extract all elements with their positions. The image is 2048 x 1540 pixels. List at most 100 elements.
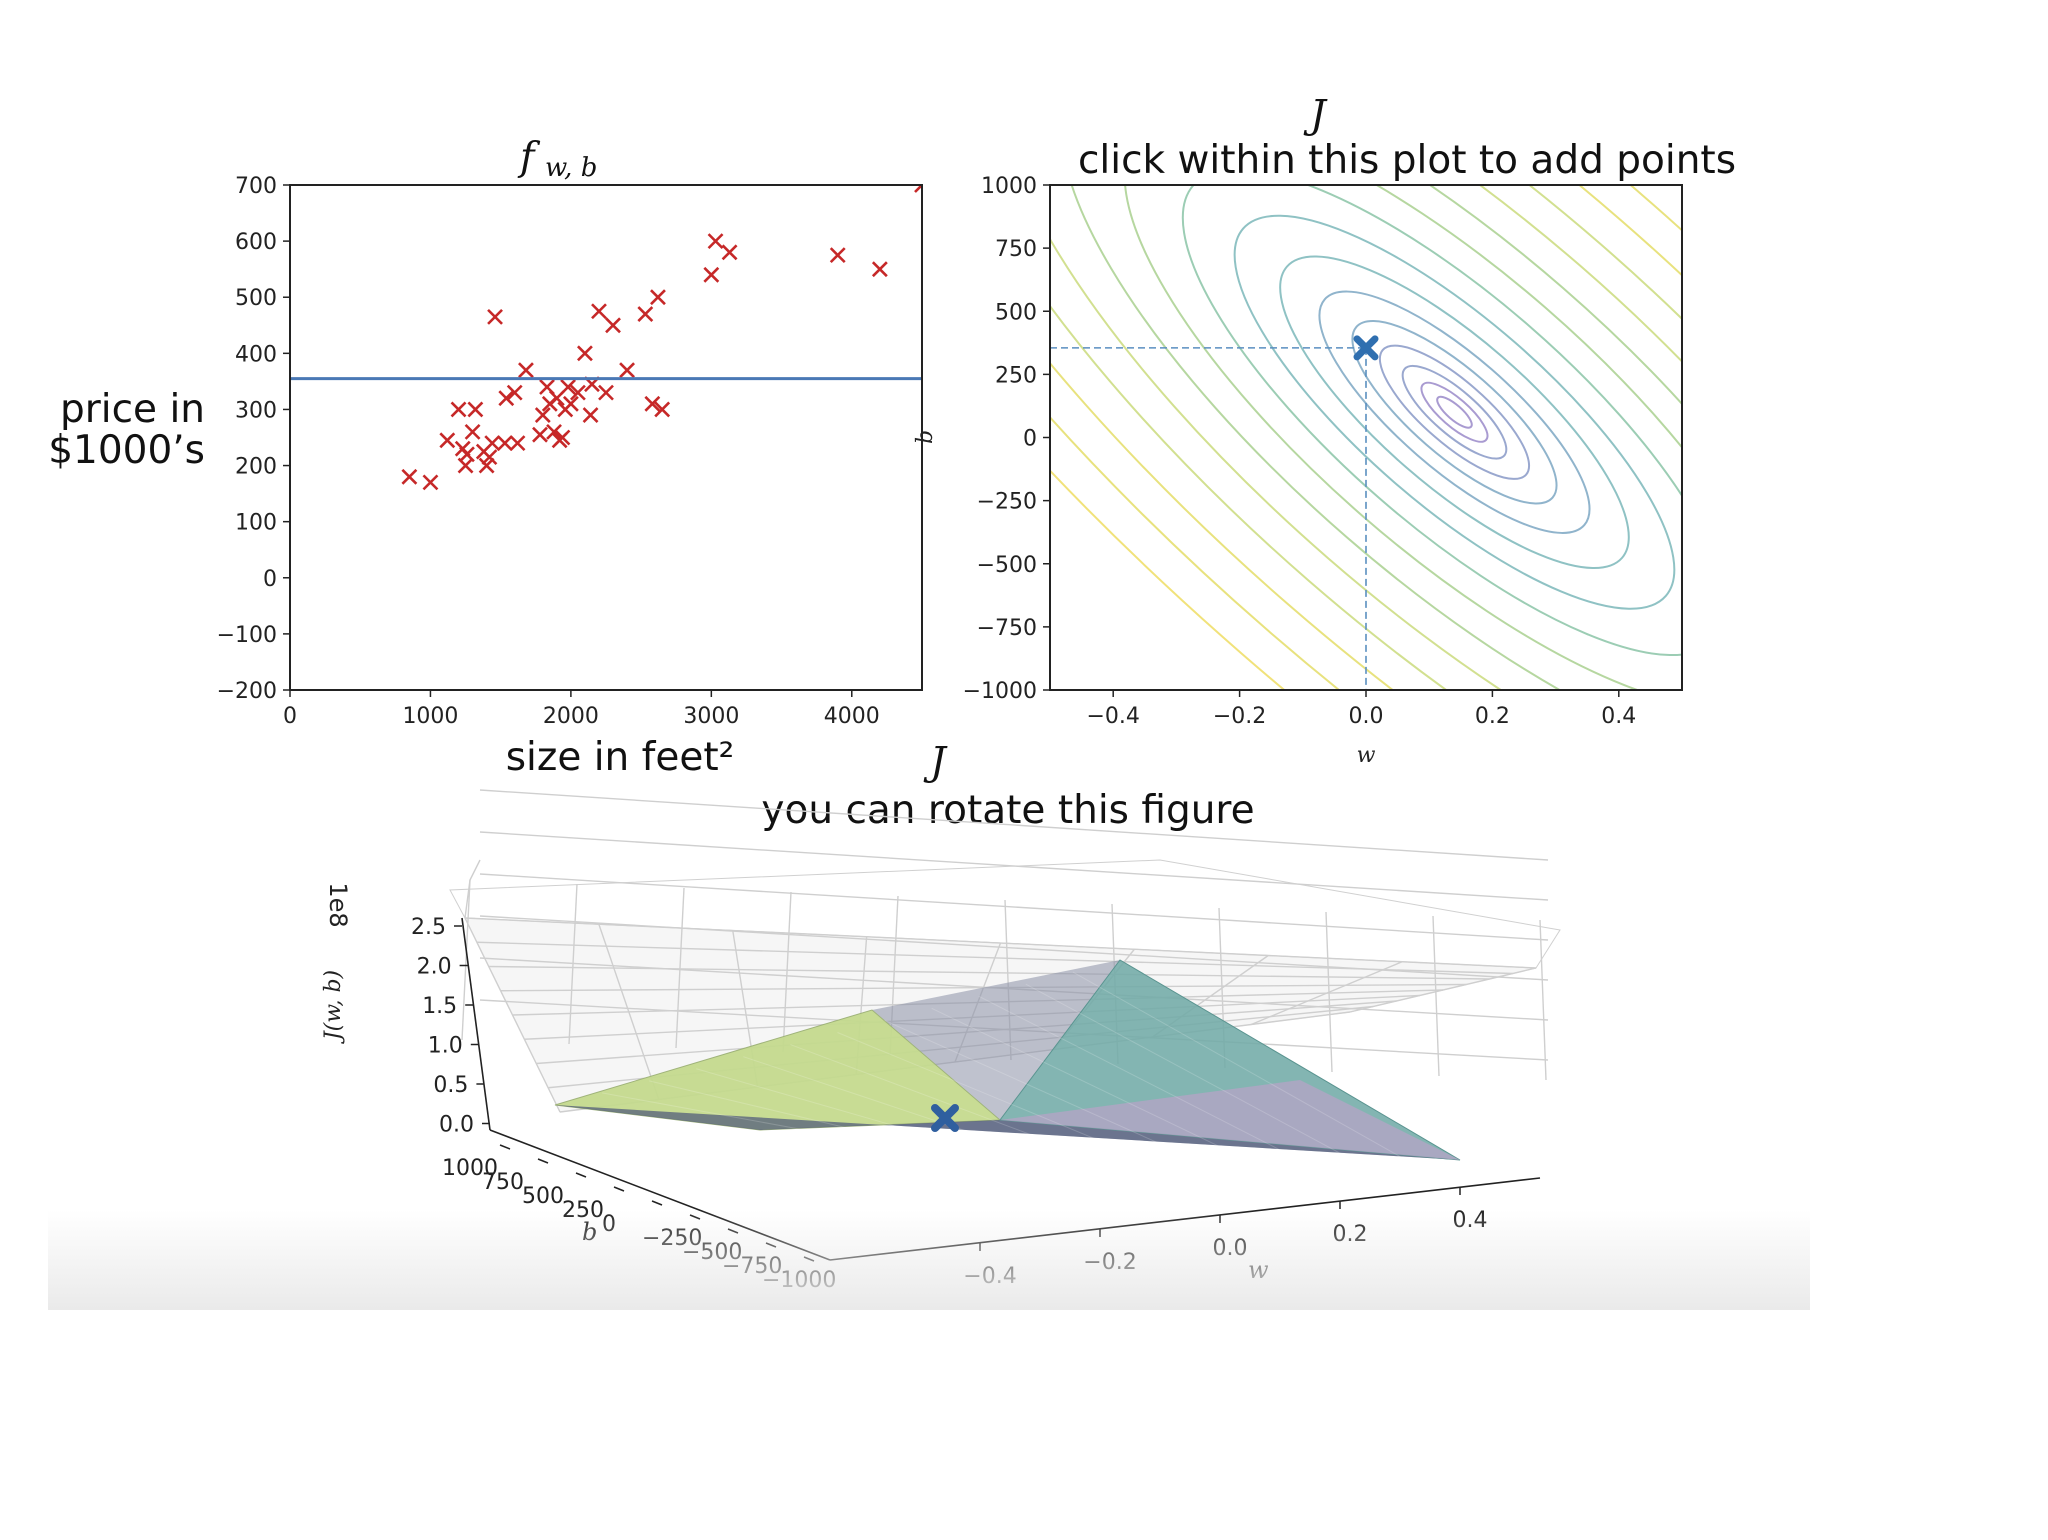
- y-tick-label: −200: [217, 679, 277, 704]
- scatter-point: [481, 449, 498, 466]
- contour-xlabel: w: [1357, 743, 1376, 768]
- scatter-point: [439, 432, 456, 449]
- mesh-line: [978, 995, 1286, 1153]
- y-tick-label: 300: [235, 398, 277, 423]
- wall-grid-line: [1432, 915, 1440, 1077]
- y-tick-label: 600: [235, 230, 277, 255]
- mesh-line: [1025, 983, 1344, 1156]
- contour-level: [1050, 185, 1682, 690]
- x-tick-label: −0.4: [1086, 704, 1139, 729]
- x-tick-label: 0: [283, 704, 297, 729]
- y-tick-label: 200: [235, 455, 277, 480]
- scatter-point: [496, 435, 513, 452]
- scatter-point: [721, 244, 738, 261]
- z-axis: [461, 917, 491, 1131]
- z-tick-label: 0.5: [433, 1073, 468, 1098]
- scatter-point: [487, 308, 503, 325]
- scatter-chart[interactable]: f w, b price in $1000’s size in feet² 0 1…: [48, 135, 929, 780]
- scatter-point: [829, 247, 846, 264]
- scatter-point: [478, 457, 495, 474]
- mesh-line: [696, 1068, 936, 1138]
- scatter-point: [467, 401, 484, 418]
- y-tick-label: 0: [263, 567, 277, 592]
- scatter-point: [506, 384, 523, 401]
- scatter-point: [707, 233, 724, 250]
- scatter-frame: [289, 184, 923, 691]
- contour-level: [1050, 185, 1682, 690]
- scatter-point: [644, 395, 661, 412]
- b-tick-label: 1000: [442, 1156, 498, 1181]
- scatter-point: [546, 423, 562, 440]
- y-tick-label: −1000: [963, 679, 1037, 704]
- mesh-line: [884, 1019, 1169, 1148]
- scatter-point: [534, 407, 551, 423]
- scatter-point: [401, 468, 418, 485]
- y-tick-label: 0: [1023, 427, 1037, 452]
- surface-marker: [931, 1104, 959, 1132]
- scatter-point: [605, 317, 621, 334]
- mesh-line: [790, 1044, 1052, 1143]
- contour-level: [1318, 290, 1591, 534]
- y-tick-label: 1000: [981, 174, 1037, 199]
- x-tick-label: −0.2: [1213, 704, 1266, 729]
- contour-title: click within this plot to add points: [1078, 138, 1736, 183]
- contour-title-top: J: [1303, 93, 1328, 138]
- scatter-point: [518, 362, 534, 379]
- x-tick-label: 0.4: [1601, 704, 1636, 729]
- mesh-line: [837, 1032, 1111, 1146]
- x-tick-label: 3000: [683, 704, 739, 729]
- surface-face: [1000, 1080, 1460, 1160]
- scatter-point: [562, 395, 579, 412]
- contour-level: [1050, 185, 1682, 690]
- y-tick-label: 750: [995, 237, 1037, 262]
- y-tick-label: 100: [235, 511, 277, 536]
- mesh-line: [601, 1092, 819, 1133]
- scatter-point: [598, 384, 614, 401]
- contour-level: [1401, 364, 1508, 460]
- b-tick-label: 500: [522, 1184, 564, 1209]
- b-tick: [613, 1186, 625, 1192]
- contour-level: [1351, 320, 1558, 505]
- z-grid-line: [479, 789, 1549, 861]
- contour-ylabel: b: [913, 430, 938, 444]
- y-tick-label: −500: [977, 553, 1037, 578]
- scatter-title-subscript: w, b: [545, 153, 597, 183]
- scatter-point: [703, 266, 720, 283]
- z-grid-line: [479, 831, 1549, 901]
- z-tick-label: 0.0: [439, 1113, 474, 1138]
- z-tick-label: 1.0: [428, 1034, 463, 1059]
- surface-chart[interactable]: J you can rotate this figure 2.5 2.0 1.5 1.…: [321, 740, 1561, 1293]
- floor-grid-line: [476, 941, 1513, 975]
- y-tick-label: −100: [217, 623, 277, 648]
- scatter-xlabel: size in feet²: [506, 735, 735, 780]
- scatter-point: [554, 429, 571, 446]
- scatter-ylabel-line1: price in: [60, 387, 205, 432]
- scatter-point: [450, 401, 467, 418]
- scatter-point: [591, 303, 607, 320]
- scatter-point: [871, 261, 888, 278]
- contour-marker: [1353, 335, 1379, 361]
- contour-level: [1050, 185, 1682, 690]
- scatter-point: [619, 362, 635, 379]
- wall-grid-line: [782, 891, 792, 1053]
- mesh-line: [1072, 971, 1402, 1158]
- surface-title-top: J: [923, 740, 948, 785]
- contour-level: [1378, 344, 1531, 480]
- surface-zscale: 1e8: [324, 882, 352, 927]
- contour-chart[interactable]: J click within this plot to add points −…: [508, 0, 2048, 1295]
- scatter-point: [582, 407, 599, 423]
- y-tick-label: 500: [995, 300, 1037, 325]
- scatter-point: [509, 435, 526, 452]
- x-tick-label: 2000: [543, 704, 599, 729]
- mesh-line: [649, 1080, 877, 1136]
- b-tick-label: 750: [482, 1170, 524, 1195]
- contour-level: [1050, 185, 1682, 690]
- scatter-point: [422, 474, 439, 491]
- contour-level: [1420, 381, 1489, 443]
- bottom-fade-overlay: [48, 1210, 1810, 1310]
- scatter-point: [577, 345, 593, 362]
- wall-grid-line: [1325, 911, 1333, 1073]
- wall-grid-line: [675, 887, 685, 1049]
- y-tick-label: 500: [235, 286, 277, 311]
- surface-face: [555, 1105, 1460, 1160]
